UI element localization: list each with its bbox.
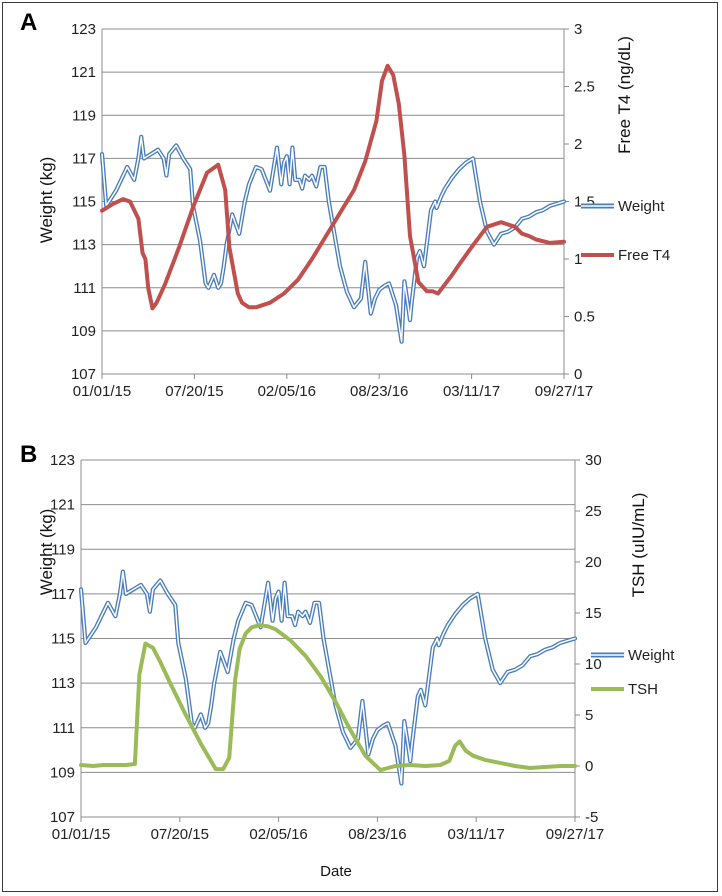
x-tick-label-a-1: 07/20/15: [165, 383, 223, 400]
right-tick-label-a-0: 0: [574, 366, 582, 383]
series-tsh-b-line: [79, 623, 577, 773]
right-tick-label-b-0: -5: [585, 809, 598, 826]
left-tick-label-a-8: 123: [71, 21, 96, 38]
series-weight-b-line-outer: [78, 569, 578, 786]
x-tick-label-b-2: 02/05/16: [249, 826, 307, 843]
x-tick-label-b-1: 07/20/15: [151, 826, 209, 843]
right-tick-label-b-7: 30: [585, 452, 602, 469]
legend-item-weight-a: Weight: [581, 198, 665, 215]
panel-b-left-axis-title: Weight (kg): [37, 509, 56, 596]
panel-b-right-axis-title: TSH (uIU/mL): [629, 493, 648, 598]
series-weight-b-line-inner: [80, 570, 576, 785]
left-tick-label-b-1: 109: [50, 764, 75, 781]
left-tick-label-a-2: 111: [73, 280, 96, 297]
right-tick-label-b-5: 20: [585, 554, 602, 571]
right-tick-label-a-2: 1: [574, 251, 582, 268]
panel-b-x-axis-title: Date: [320, 863, 352, 880]
panel-a-legend: Weight Free T4: [581, 198, 670, 264]
left-tick-label-b-3: 113: [51, 675, 75, 692]
panel-letter-b: B: [20, 441, 37, 468]
left-tick-label-b-4: 115: [51, 631, 75, 648]
x-tick-label-b-3: 08/23/16: [348, 826, 406, 843]
x-tick-label-a-4: 03/11/17: [443, 383, 500, 400]
right-tick-label-b-2: 5: [585, 707, 593, 724]
right-tick-label-a-1: 0.5: [574, 309, 595, 326]
legend-label-freet4: Free T4: [618, 247, 670, 264]
left-tick-label-a-1: 109: [71, 323, 96, 340]
left-tick-label-b-0: 107: [50, 809, 75, 826]
left-tick-label-a-0: 107: [71, 366, 96, 383]
left-tick-label-b-5: 117: [51, 586, 75, 603]
legend-item-tsh: TSH: [591, 681, 658, 698]
legend-item-freet4: Free T4: [581, 247, 670, 264]
left-tick-label-b-8: 123: [50, 452, 75, 469]
right-tick-label-a-4: 2: [574, 136, 582, 153]
panel-a-right-axis-title: Free T4 (ng/dL): [615, 36, 634, 154]
left-tick-label-a-5: 117: [72, 150, 96, 167]
x-tick-label-b-4: 03/11/17: [448, 826, 505, 843]
series-weight-a-line-inner: [101, 136, 565, 343]
x-tick-label-a-0: 01/01/15: [73, 383, 131, 400]
x-tick-label-a-3: 08/23/16: [350, 383, 408, 400]
left-tick-label-b-6: 119: [51, 541, 75, 558]
right-tick-label-b-3: 10: [585, 656, 602, 673]
right-tick-label-b-4: 15: [585, 605, 602, 622]
left-tick-label-a-3: 113: [72, 237, 96, 254]
x-tick-label-b-5: 09/27/17: [546, 826, 604, 843]
panel-letter-a: A: [20, 9, 37, 36]
right-tick-label-a-6: 3: [574, 21, 582, 38]
legend-label-weight-b: Weight: [628, 647, 675, 664]
series-freet4-a-line: [100, 63, 566, 311]
left-tick-label-b-2: 111: [52, 720, 75, 737]
x-tick-label-b-0: 01/01/15: [52, 826, 110, 843]
right-tick-label-b-1: 0: [585, 758, 593, 775]
panel-b-legend: Weight TSH: [591, 647, 675, 698]
left-tick-label-a-7: 121: [71, 64, 96, 81]
left-tick-label-a-6: 119: [72, 107, 96, 124]
panel-a-chart: 10710911111311511711912112300.511.522.53…: [71, 21, 595, 400]
left-tick-label-a-4: 115: [72, 194, 96, 211]
left-tick-label-b-7: 121: [50, 497, 75, 514]
right-tick-label-a-5: 2.5: [574, 79, 595, 96]
legend-label-tsh: TSH: [628, 681, 658, 698]
legend-label-weight-a: Weight: [618, 198, 665, 215]
x-tick-label-a-2: 02/05/16: [258, 383, 316, 400]
panel-a-left-axis-title: Weight (kg): [37, 157, 56, 244]
right-tick-label-b-6: 25: [585, 503, 602, 520]
x-tick-label-a-5: 09/27/17: [535, 383, 593, 400]
panel-b-chart: 107 109 111 113 115 117 119 121 123 -5 0 5 10 15 20 25 3…: [50, 452, 604, 843]
legend-item-weight-b: Weight: [591, 647, 675, 664]
series-weight-a-line-outer: [99, 134, 567, 344]
